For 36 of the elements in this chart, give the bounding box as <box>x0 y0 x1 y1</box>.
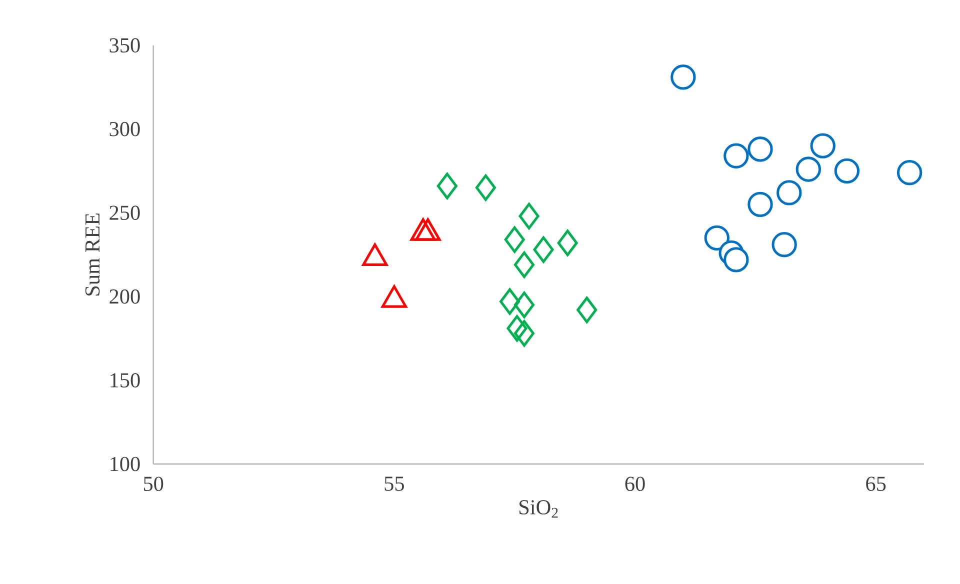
x-tick-label: 60 <box>625 476 645 492</box>
point <box>475 174 496 201</box>
point <box>514 251 534 278</box>
y-tick-label: 200 <box>110 289 140 304</box>
point <box>772 232 797 258</box>
point <box>748 136 773 162</box>
point <box>810 133 836 158</box>
y-tick-label: 100 <box>110 456 140 472</box>
point <box>533 236 554 263</box>
y-tick-label: 150 <box>110 373 140 388</box>
y-tick-label: 300 <box>110 122 140 136</box>
point <box>776 180 802 206</box>
point <box>436 172 458 200</box>
point <box>576 296 598 324</box>
x-axis-title: SiO$_{2}$ <box>520 500 558 518</box>
y-axis-title: Sum REE <box>85 214 100 296</box>
point <box>514 292 534 318</box>
point <box>500 288 520 315</box>
point <box>796 156 822 182</box>
x-tick-label: 65 <box>866 476 886 491</box>
point <box>506 315 528 342</box>
point <box>557 230 578 256</box>
point <box>518 202 540 230</box>
point <box>834 158 860 184</box>
y-tick-label: 350 <box>110 38 140 53</box>
point <box>504 226 525 253</box>
point <box>670 64 696 90</box>
point <box>896 160 922 186</box>
y-tick-label: 250 <box>110 206 140 220</box>
point <box>748 192 773 218</box>
x-tick-label: 55 <box>384 476 404 491</box>
x-tick-label: 50 <box>144 476 164 492</box>
point <box>514 320 534 347</box>
point <box>724 143 749 168</box>
point <box>704 225 730 251</box>
point <box>724 247 749 272</box>
